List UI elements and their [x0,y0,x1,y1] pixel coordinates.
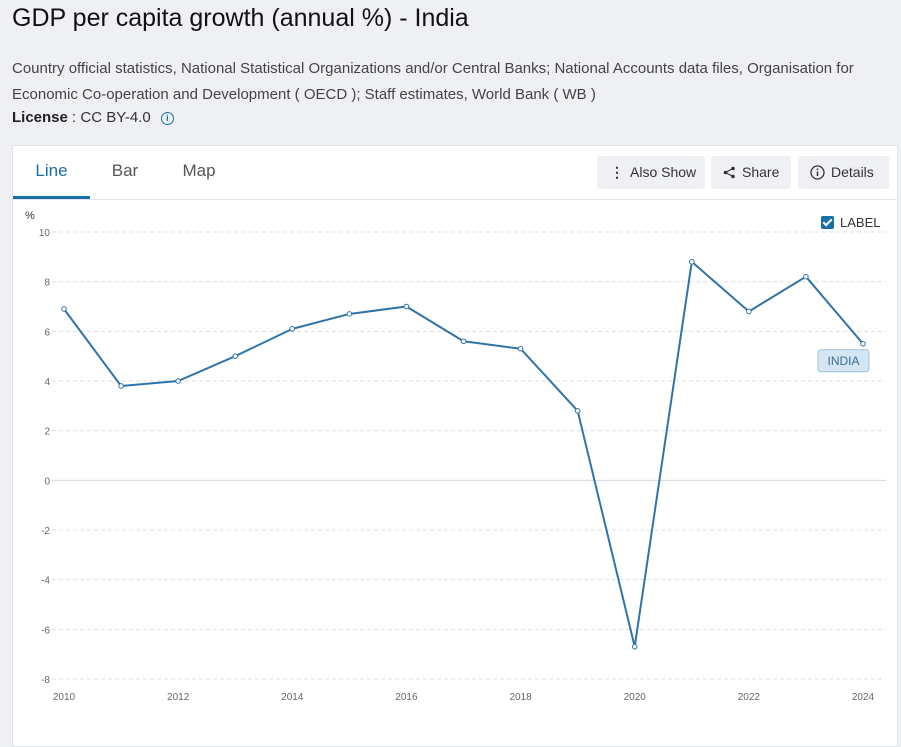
label-toggle-text: LABEL [840,215,881,230]
data-point[interactable] [289,326,296,332]
data-point[interactable] [232,353,239,359]
data-point[interactable] [517,345,524,352]
info-icon[interactable]: i [160,112,174,125]
share-label: Share [742,164,780,180]
data-point[interactable] [746,308,752,315]
source-text: Country official statistics, National St… [12,60,854,103]
data-point[interactable] [460,338,467,345]
license: License : CC BY-4.0 i [12,109,174,126]
share-icon [723,156,736,189]
data-point[interactable] [803,273,809,280]
data-point[interactable] [860,340,866,347]
license-label: License [12,109,68,126]
label-checkbox[interactable] [821,216,834,229]
data-point[interactable] [346,311,353,317]
data-point[interactable] [175,378,181,384]
page-title: GDP per capita growth (annual %) - India [12,4,469,32]
vertical-dots-icon: ⋮ [610,164,624,180]
data-point[interactable] [61,306,67,312]
tab-map[interactable]: Map [182,161,216,180]
tab-bar: Line Bar Map ⋮ Also Show Share [13,146,897,200]
data-point[interactable] [403,303,410,310]
tab-bar-chart[interactable]: Bar [111,161,139,180]
also-show-label: Also Show [630,164,697,180]
chart-panel: Line Bar Map ⋮ Also Show Share [12,145,898,747]
license-value: : CC BY-4.0 [72,109,151,126]
tab-line[interactable]: Line [13,146,90,199]
label-toggle[interactable]: LABEL [821,215,880,230]
share-button[interactable]: Share [711,156,791,189]
series-label-box[interactable] [817,349,870,373]
data-point[interactable] [688,259,695,265]
details-button[interactable]: Details [798,156,889,189]
data-point[interactable] [574,408,581,414]
data-point[interactable] [118,383,124,389]
info-circle-icon [810,156,825,189]
data-point[interactable] [631,643,638,650]
details-label: Details [831,164,874,180]
also-show-button[interactable]: ⋮ Also Show [597,156,705,189]
